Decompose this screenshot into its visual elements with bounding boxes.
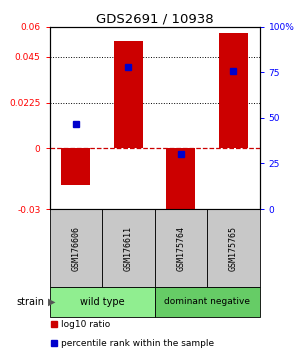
Bar (166, 148, 195, 215)
Text: GSM176611: GSM176611 (124, 225, 133, 271)
Bar (50, 287, 154, 316)
Title: GDS2691 / 10938: GDS2691 / 10938 (96, 12, 213, 25)
Bar (219, 33, 248, 148)
Bar (50, 209, 102, 287)
Text: GSM176606: GSM176606 (71, 225, 80, 271)
Bar (102, 209, 154, 287)
Bar (154, 287, 260, 316)
Text: ▶: ▶ (49, 297, 56, 307)
Text: wild type: wild type (80, 297, 124, 307)
Bar (114, 41, 143, 148)
Bar (207, 209, 260, 287)
Text: percentile rank within the sample: percentile rank within the sample (61, 338, 214, 348)
Text: GSM175765: GSM175765 (229, 225, 238, 271)
Bar (61, 148, 90, 185)
Text: dominant negative: dominant negative (164, 297, 250, 307)
Bar (154, 209, 207, 287)
Text: GSM175764: GSM175764 (176, 225, 185, 271)
Text: strain: strain (16, 297, 44, 307)
Text: log10 ratio: log10 ratio (61, 320, 110, 329)
